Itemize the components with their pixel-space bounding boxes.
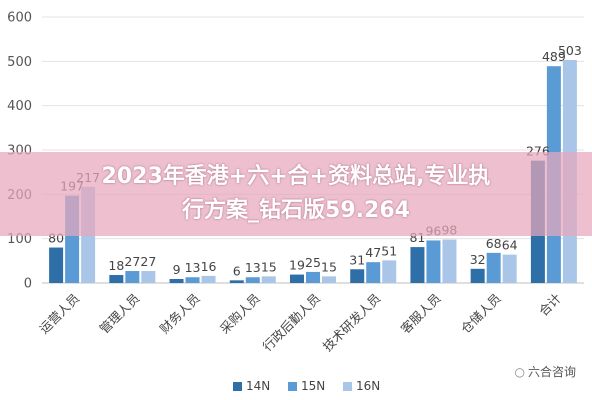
- legend-label: 16N: [356, 379, 380, 393]
- title-banner: [0, 152, 592, 236]
- bar: [366, 262, 381, 283]
- bar: [245, 277, 260, 283]
- data-label: 15: [321, 259, 337, 274]
- banner-line-1: 2023年香港+六+合+资料总站,专业执: [101, 164, 491, 189]
- bar: [141, 271, 156, 283]
- y-tick-label: 600: [7, 11, 32, 26]
- bar: [125, 271, 140, 283]
- legend-swatch: [288, 382, 297, 391]
- bar: [322, 276, 336, 283]
- bar: [410, 247, 425, 283]
- data-label: 6: [233, 263, 241, 278]
- data-label: 489: [542, 49, 566, 64]
- bar: [201, 275, 216, 283]
- data-label: 27: [140, 254, 156, 269]
- data-label: 13: [185, 260, 201, 275]
- data-label: 51: [381, 243, 397, 258]
- bar: [290, 274, 304, 283]
- data-label: 18: [108, 258, 124, 273]
- bar: [49, 247, 64, 283]
- x-tick-label: 管理人员: [96, 291, 142, 337]
- legend-swatch: [233, 382, 242, 391]
- bar: [306, 271, 320, 283]
- data-label: 68: [486, 236, 502, 251]
- y-tick-label: 500: [7, 55, 32, 70]
- bar: [109, 275, 124, 283]
- data-label: 503: [558, 43, 582, 58]
- bar: [185, 277, 200, 283]
- banner-text: 2023年香港+六+合+资料总站,专业执 行方案_钻石版59.264: [0, 160, 592, 228]
- data-label: 9: [173, 262, 181, 277]
- data-label: 19: [289, 258, 305, 273]
- data-label: 16: [201, 259, 217, 274]
- watermark: ○ 六合咨询: [515, 363, 577, 380]
- bar: [169, 279, 184, 283]
- x-tick-label: 仓储人员: [458, 291, 504, 337]
- data-label: 27: [124, 254, 140, 269]
- bar: [350, 269, 365, 283]
- bar: [229, 280, 244, 283]
- y-axis: 0100200300400500600: [7, 11, 32, 292]
- x-tick-label: 财务人员: [157, 291, 203, 337]
- x-tick-label: 采购人员: [217, 291, 263, 337]
- data-label: 31: [349, 252, 365, 267]
- x-tick-label: 运营人员: [36, 291, 82, 337]
- bar: [261, 276, 276, 283]
- bar: [426, 240, 441, 283]
- y-tick-label: 400: [7, 99, 32, 114]
- data-label: 15: [261, 259, 277, 274]
- y-tick-label: 0: [24, 277, 32, 292]
- wechat-icon: ○: [514, 365, 525, 379]
- legend: 14N 15N 16N: [233, 379, 380, 393]
- watermark-text: 六合咨询: [527, 365, 576, 379]
- banner-line-2: 行方案_钻石版59.264: [182, 198, 410, 223]
- bar: [502, 254, 517, 283]
- x-tick-label: 技术研发人员: [320, 291, 384, 355]
- data-label: 64: [502, 238, 518, 253]
- x-tick-label: 客服人员: [398, 291, 444, 337]
- bar: [382, 260, 397, 283]
- data-label: 13: [245, 260, 261, 275]
- legend-label: 14N: [246, 379, 270, 393]
- bar: [470, 268, 485, 283]
- data-label: 47: [365, 245, 381, 260]
- legend-swatch: [343, 382, 352, 391]
- bar: [442, 239, 457, 283]
- bar: [486, 252, 501, 283]
- legend-label: 15N: [301, 379, 325, 393]
- x-tick-label: 行政后勤人员: [259, 291, 323, 355]
- x-tick-label: 合计: [536, 291, 564, 319]
- data-label: 32: [470, 252, 486, 267]
- data-label: 25: [305, 255, 321, 270]
